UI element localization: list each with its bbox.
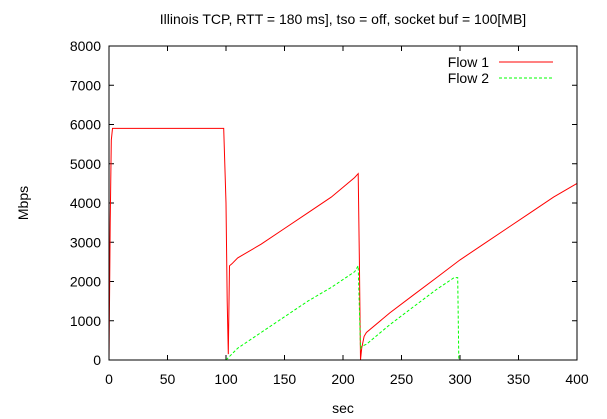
x-tick-label: 50: [160, 371, 176, 387]
y-tick-label: 5000: [70, 156, 101, 172]
y-tick-label: 8000: [70, 38, 101, 54]
y-tick-label: 0: [93, 352, 101, 368]
x-tick-label: 100: [214, 371, 238, 387]
y-tick-label: 3000: [70, 234, 101, 250]
x-tick-label: 150: [273, 371, 297, 387]
x-tick-label: 250: [390, 371, 414, 387]
x-tick-label: 400: [565, 371, 589, 387]
series-line-1: [108, 127, 578, 361]
x-tick-label: 0: [105, 371, 113, 387]
series-line-2: [225, 264, 460, 361]
x-axis-label: sec: [332, 400, 354, 416]
legend-label-2: Flow 2: [448, 70, 489, 86]
ticks: 0 50 100 150 200 250 300 350 4000100020003000400…: [70, 38, 589, 387]
x-tick-label: 300: [448, 371, 472, 387]
x-tick-label: 200: [331, 371, 355, 387]
y-tick-label: 1000: [70, 313, 101, 329]
series-group: [108, 127, 578, 361]
y-tick-label: 4000: [70, 195, 101, 211]
y-axis-label: Mbps: [15, 186, 31, 220]
y-tick-label: 6000: [70, 117, 101, 133]
plot-frame: [108, 45, 578, 361]
y-tick-label: 2000: [70, 274, 101, 290]
legend-label-1: Flow 1: [448, 54, 489, 70]
chart-title: Illinois TCP, RTT = 180 ms], tso = off, …: [160, 11, 526, 27]
x-tick-label: 350: [507, 371, 531, 387]
y-tick-label: 7000: [70, 77, 101, 93]
